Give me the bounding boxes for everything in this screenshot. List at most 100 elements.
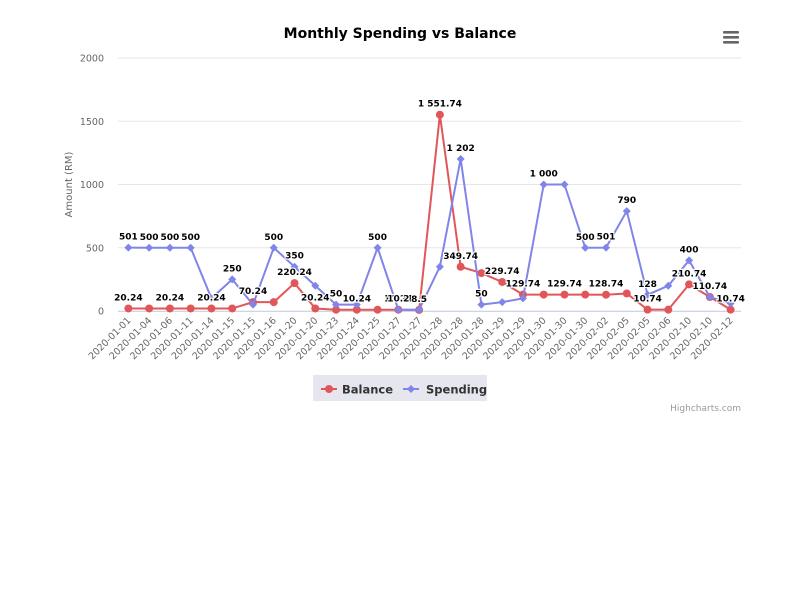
data-label: 500	[140, 233, 159, 243]
data-point[interactable]	[207, 304, 216, 313]
data-point[interactable]	[622, 207, 631, 216]
data-point[interactable]	[685, 280, 694, 289]
y-axis: 0 500 1000 1500 2000	[80, 54, 104, 318]
data-point[interactable]	[186, 243, 195, 252]
data-label: 400	[680, 245, 699, 255]
data-label: 500	[264, 233, 283, 243]
legend-balance-label[interactable]: Balance	[342, 383, 393, 397]
data-label: 8.5	[411, 295, 427, 305]
data-point[interactable]	[394, 305, 403, 314]
data-point[interactable]	[311, 304, 320, 313]
data-label: 229.74	[485, 267, 520, 277]
data-point[interactable]	[477, 300, 486, 309]
legend-item-balance[interactable]: Balance	[321, 383, 393, 397]
data-point[interactable]	[602, 290, 611, 299]
data-point[interactable]	[228, 275, 237, 284]
data-point[interactable]	[498, 277, 507, 286]
data-label: 500	[576, 233, 595, 243]
data-point[interactable]	[124, 243, 133, 252]
data-point[interactable]	[332, 300, 341, 309]
legend: Balance Spending	[313, 375, 487, 401]
data-label: 1 202	[447, 144, 475, 154]
data-label: 50	[330, 290, 343, 300]
data-point[interactable]	[269, 243, 278, 252]
y-axis-title: Amount (RM)	[64, 151, 75, 217]
data-label: 129.74	[547, 280, 582, 290]
data-point[interactable]	[685, 256, 694, 265]
data-point[interactable]	[290, 262, 299, 271]
data-point[interactable]	[332, 305, 341, 314]
legend-item-spending[interactable]: Spending	[403, 383, 487, 397]
data-label: 1 551.74	[418, 100, 462, 110]
series-line-spending	[128, 157, 731, 311]
data-point[interactable]	[560, 290, 569, 299]
data-point[interactable]	[518, 294, 527, 303]
data-label: 10.24	[343, 295, 371, 305]
data-point[interactable]	[705, 293, 714, 302]
data-label: 10.74	[633, 295, 661, 305]
data-label: 70.24	[239, 287, 267, 297]
data-point[interactable]	[602, 243, 611, 252]
y-tick-label: 2000	[80, 54, 104, 65]
data-point[interactable]	[539, 290, 548, 299]
y-tick-label: 0	[98, 307, 104, 318]
data-point[interactable]	[435, 110, 444, 119]
data-point[interactable]	[124, 304, 133, 313]
data-point[interactable]	[435, 262, 444, 271]
legend-box	[313, 375, 487, 401]
data-label: 350	[285, 252, 304, 262]
data-point[interactable]	[311, 281, 320, 290]
data-point[interactable]	[373, 243, 382, 252]
credits-link[interactable]: Highcharts.com	[670, 404, 741, 414]
data-point[interactable]	[207, 294, 216, 303]
data-point[interactable]	[643, 305, 652, 314]
data-label: 128	[638, 280, 657, 290]
data-point[interactable]	[726, 305, 735, 314]
data-point[interactable]	[290, 279, 299, 288]
data-label: 210.74	[672, 269, 707, 279]
data-point[interactable]	[373, 305, 382, 314]
data-point[interactable]	[186, 304, 195, 313]
legend-spending-marker[interactable]	[407, 385, 415, 393]
data-label: 250	[223, 264, 242, 274]
data-point[interactable]	[228, 304, 237, 313]
legend-spending-label[interactable]: Spending	[426, 383, 487, 397]
data-point[interactable]	[145, 243, 154, 252]
data-point[interactable]	[145, 304, 154, 313]
data-point[interactable]	[415, 305, 424, 314]
data-point[interactable]	[622, 289, 631, 298]
data-point[interactable]	[581, 243, 590, 252]
data-label: 500	[181, 233, 200, 243]
data-label: 20.24	[156, 293, 184, 303]
data-point[interactable]	[352, 305, 361, 314]
data-point[interactable]	[664, 305, 673, 314]
data-point[interactable]	[165, 243, 174, 252]
data-point[interactable]	[560, 180, 569, 189]
data-point[interactable]	[269, 298, 278, 307]
data-point[interactable]	[539, 180, 548, 189]
data-label: 128.74	[589, 280, 624, 290]
y-tick-label: 1000	[80, 180, 104, 191]
data-point[interactable]	[248, 300, 257, 309]
data-label: 500	[368, 233, 387, 243]
data-label: 349.74	[443, 252, 478, 262]
data-label: 1 000	[530, 170, 558, 180]
data-point[interactable]	[477, 269, 486, 278]
data-point[interactable]	[643, 290, 652, 299]
data-label: 220.24	[277, 268, 312, 278]
hamburger-menu-icon[interactable]	[723, 31, 739, 44]
export-menu-button[interactable]	[716, 24, 746, 50]
data-point[interactable]	[456, 154, 465, 163]
data-point[interactable]	[456, 262, 465, 271]
data-label: 790	[617, 196, 636, 206]
data-point[interactable]	[726, 299, 735, 308]
legend-balance-marker[interactable]	[325, 385, 333, 393]
data-point[interactable]	[498, 298, 507, 307]
data-point[interactable]	[581, 290, 590, 299]
data-point[interactable]	[352, 300, 361, 309]
data-point[interactable]	[664, 281, 673, 290]
data-point[interactable]	[165, 304, 174, 313]
